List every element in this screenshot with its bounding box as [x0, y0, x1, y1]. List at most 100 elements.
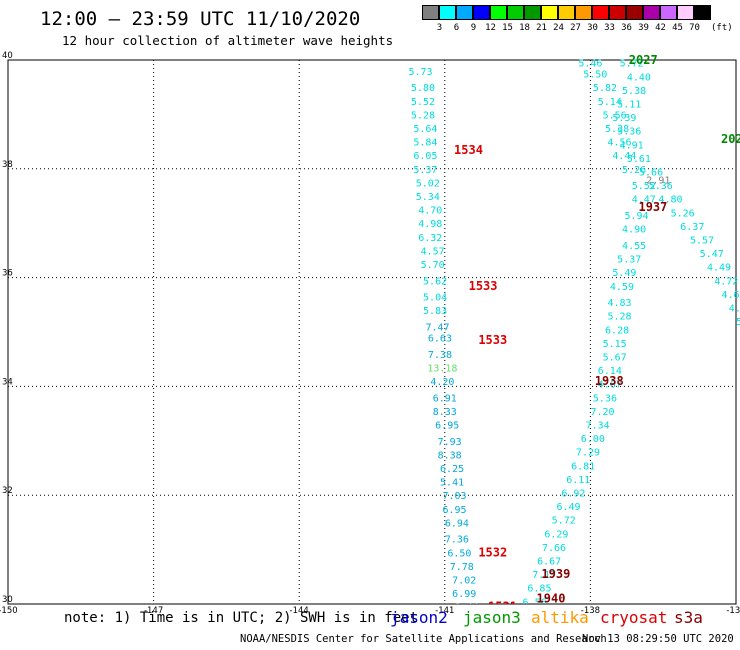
- swh-point: 5.15: [603, 339, 627, 350]
- swh-point: 5.04: [736, 317, 740, 328]
- swh-point: 7.66: [542, 543, 566, 554]
- swh-point: 7.36: [445, 535, 469, 546]
- swh-point: 5.34: [416, 192, 440, 203]
- swh-point: 4.83: [607, 298, 631, 309]
- footer-timestamp: Nov 13 08:29:50 UTC 2020: [582, 633, 734, 645]
- swh-point: 7.34: [586, 420, 610, 431]
- swh-point: 6.95: [442, 505, 466, 516]
- swh-point: 5.83: [423, 306, 447, 317]
- swh-point: 4.72: [714, 276, 738, 287]
- swh-point: 5.57: [690, 236, 714, 247]
- swh-point: 4.55: [622, 241, 646, 252]
- swh-point: 4.59: [610, 282, 634, 293]
- swh-point: 6.50: [447, 548, 471, 559]
- swh-point: 5.36: [593, 393, 617, 404]
- swh-point: 6.67: [537, 556, 561, 567]
- swh-point: 5.02: [416, 178, 440, 189]
- x-tick-label: -150: [0, 606, 18, 616]
- swh-point: 4.70: [418, 206, 442, 217]
- swh-point: 6.81: [571, 461, 595, 472]
- swh-point: 4.57: [421, 246, 445, 257]
- swh-point: 7.47: [425, 323, 449, 334]
- pass-time-label: 1533: [469, 279, 498, 293]
- swh-point: 6.37: [680, 222, 704, 233]
- swh-point: 5.38: [622, 86, 646, 97]
- swh-point: 4.49: [707, 263, 731, 274]
- pass-time-label: 2027: [629, 53, 658, 67]
- satellite-name-cryosat: cryosat: [600, 608, 667, 627]
- swh-point: 5.70: [421, 260, 445, 271]
- swh-point: 6.49: [557, 502, 581, 513]
- swh-point: 4.98: [418, 219, 442, 230]
- y-tick-label: 38: [2, 160, 13, 170]
- swh-point: 6.05: [413, 151, 437, 162]
- pass-time-label: 1938: [595, 374, 624, 388]
- swh-point: 4.20: [430, 377, 454, 388]
- swh-point: 5.61: [627, 154, 651, 165]
- swh-point: 4.70: [729, 304, 740, 315]
- swh-point: 5.37: [617, 255, 641, 266]
- y-tick-label: 36: [2, 269, 13, 279]
- swh-point: 5.62: [423, 276, 447, 287]
- swh-point: 6.94: [445, 518, 469, 529]
- swh-point: 7.29: [576, 448, 600, 459]
- x-tick-label: -135: [726, 606, 740, 616]
- swh-point: 6.99: [452, 589, 476, 600]
- y-tick-label: 40: [2, 51, 13, 61]
- swh-point: 5.39: [612, 113, 636, 124]
- swh-point: 13.18: [427, 363, 457, 374]
- swh-point: 5.52: [411, 97, 435, 108]
- swh-point: 6.95: [435, 420, 459, 431]
- swh-point: 8.33: [433, 407, 457, 418]
- pass-time-label: 1937: [638, 200, 667, 214]
- data-layer: 5.73 5.80 5.52 5.28 5.64 5.84 6.05 5.37 5.02 5.34…: [408, 53, 740, 650]
- swh-point: 7.78: [450, 562, 474, 573]
- swh-point: 6.29: [544, 529, 568, 540]
- y-tick-label: 30: [2, 595, 13, 605]
- swh-point: 5.80: [411, 83, 435, 94]
- swh-point: 5.47: [700, 249, 724, 260]
- swh-point: 5.72: [552, 516, 576, 527]
- swh-point: 5.41: [440, 478, 464, 489]
- pass-time-label: 1939: [541, 567, 570, 581]
- swh-point: 5.37: [413, 165, 437, 176]
- swh-point: 5.67: [603, 352, 627, 363]
- swh-point: 7.93: [438, 437, 462, 448]
- swh-point: 5.04: [423, 293, 447, 304]
- swh-point: 5.26: [671, 208, 695, 219]
- swh-point: 5.82: [593, 83, 617, 94]
- swh-point: 4.66: [722, 290, 740, 301]
- swh-point: 5.84: [413, 138, 437, 149]
- footer-credit: NOAA/NESDIS Center for Satellite Applica…: [240, 633, 607, 645]
- swh-point: 2.91: [646, 176, 670, 187]
- swh-point: 5.28: [607, 312, 631, 323]
- pass-time-label: 2028: [721, 132, 740, 146]
- swh-point: 6.32: [418, 233, 442, 244]
- swh-point: 4.40: [627, 72, 651, 83]
- pass-time-label: 1533: [478, 333, 507, 347]
- pass-time-label: 1534: [454, 143, 483, 157]
- swh-point: 5.49: [612, 268, 636, 279]
- swh-point: 6.11: [566, 475, 590, 486]
- swh-point: 5.28: [411, 110, 435, 121]
- swh-point: 4.90: [622, 225, 646, 236]
- note-text: note: 1) Time is in UTC; 2) SWH is in fe…: [64, 610, 418, 626]
- swh-point: 5.46: [578, 59, 602, 70]
- swh-point: 6.28: [605, 325, 629, 336]
- y-tick-label: 32: [2, 486, 13, 496]
- swh-point: 5.73: [408, 67, 432, 78]
- swh-point: 5.64: [413, 124, 437, 135]
- pass-time-label: 1532: [478, 545, 507, 559]
- swh-point: 6.91: [433, 393, 457, 404]
- swh-point: 8.38: [438, 450, 462, 461]
- swh-point: 7.03: [442, 491, 466, 502]
- swh-point: 6.63: [428, 333, 452, 344]
- swh-point: 5.36: [617, 127, 641, 138]
- swh-point: 5.11: [617, 100, 641, 111]
- swh-point: 6.92: [561, 488, 585, 499]
- satellite-name-s3a: s3a: [674, 608, 703, 627]
- swh-point: 5.50: [583, 70, 607, 81]
- y-tick-label: 34: [2, 377, 13, 387]
- swh-point: 6.25: [440, 464, 464, 475]
- swh-point: 6.00: [581, 434, 605, 445]
